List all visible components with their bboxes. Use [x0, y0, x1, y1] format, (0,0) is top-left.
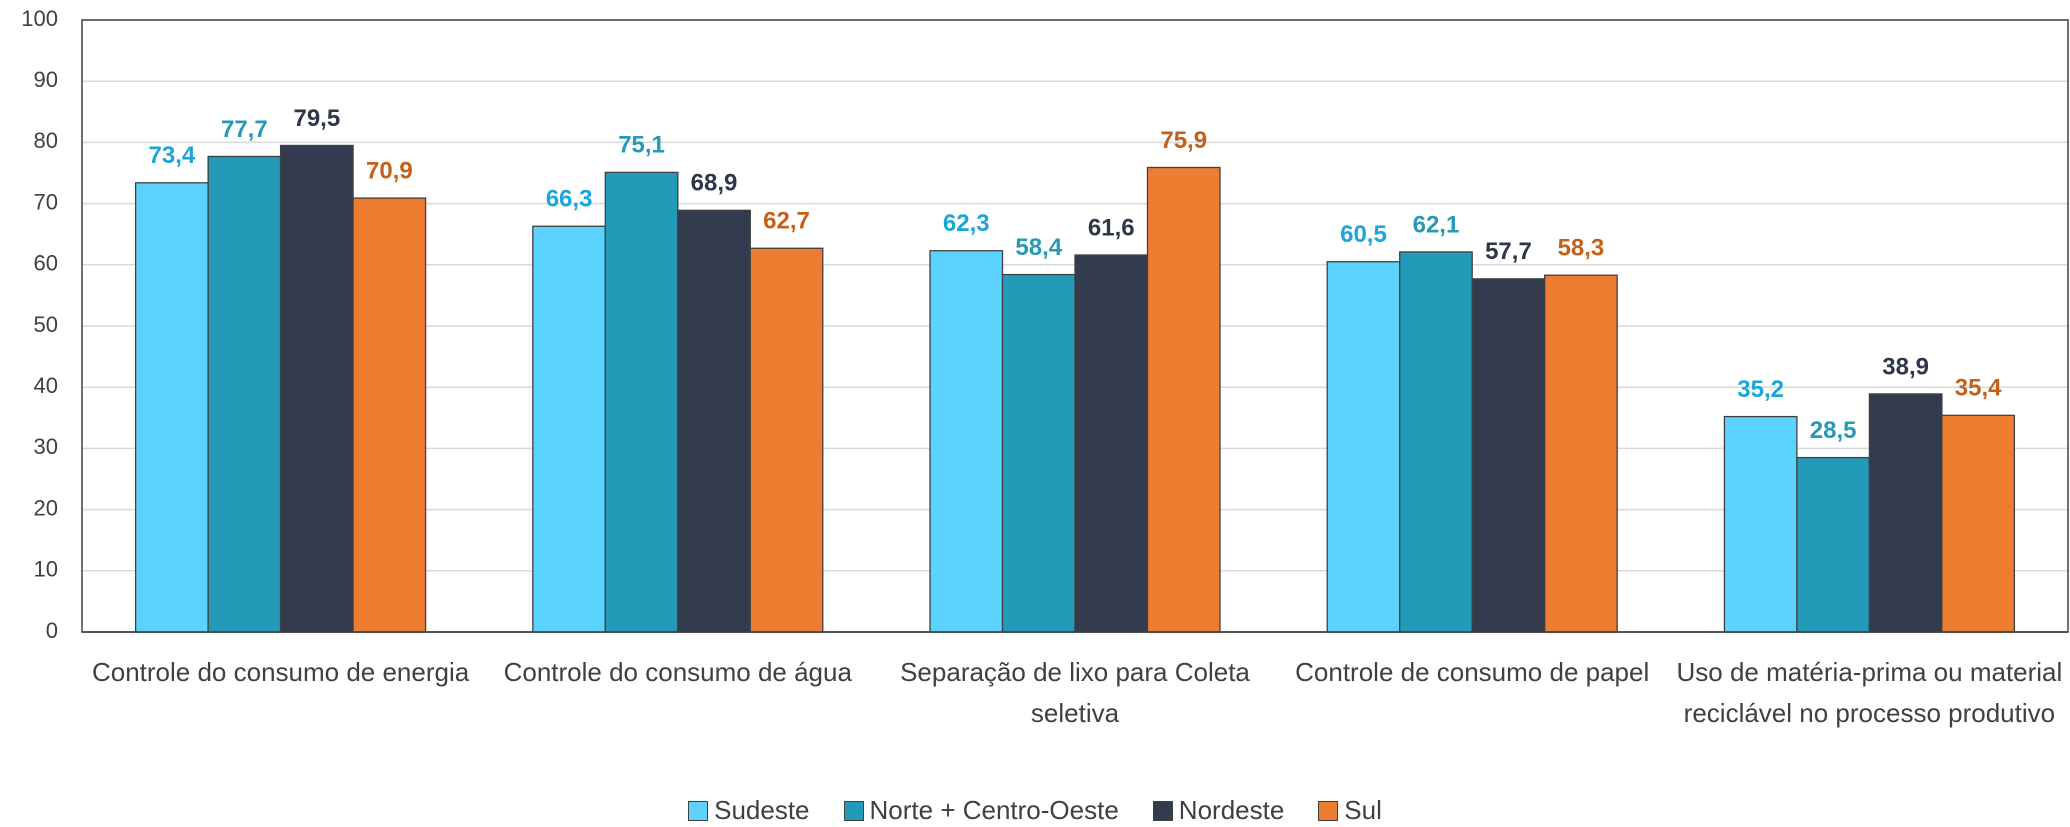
bar — [677, 209, 751, 633]
data-label: 61,6 — [1088, 214, 1135, 241]
data-label: 57,7 — [1485, 238, 1532, 265]
y-tick-label: 40 — [34, 373, 58, 398]
legend-swatch — [843, 800, 864, 821]
bar — [1001, 273, 1076, 633]
data-label: 68,9 — [691, 170, 738, 197]
y-tick-label: 90 — [34, 67, 58, 92]
bar — [1399, 251, 1473, 633]
legend-label: Sul — [1344, 795, 1382, 825]
y-tick-label: 0 — [46, 618, 58, 643]
legend-item: Norte + Centro-Oeste — [843, 795, 1119, 826]
x-tick-label: Controle de consumo de papel — [1295, 657, 1650, 687]
data-label: 60,5 — [1340, 221, 1387, 248]
bar — [1074, 254, 1149, 633]
bar — [279, 144, 354, 633]
bar — [1326, 261, 1401, 633]
bar — [207, 155, 282, 633]
data-label: 28,5 — [1810, 417, 1857, 444]
data-label: 75,1 — [618, 132, 665, 159]
data-label: 70,9 — [366, 157, 413, 184]
y-tick-label: 30 — [34, 434, 58, 459]
legend-item: Nordeste — [1152, 795, 1285, 826]
bar — [134, 182, 209, 633]
legend-item: Sudeste — [688, 795, 810, 826]
bar — [352, 197, 427, 633]
x-tick-label: Uso de matéria-prima ou material reciclá… — [1676, 657, 2063, 728]
data-label: 35,2 — [1737, 376, 1784, 403]
bar — [1868, 393, 1943, 633]
legend: Sudeste Norte + Centro-Oeste Nordeste Sul — [0, 795, 2070, 826]
y-tick-label: 100 — [21, 6, 58, 31]
data-label: 62,3 — [943, 210, 990, 237]
data-label: 58,4 — [1015, 234, 1062, 261]
x-tick-label: Separação de lixo para Coleta seletiva — [900, 657, 1250, 728]
legend-swatch — [1152, 800, 1173, 821]
data-label: 73,4 — [149, 142, 196, 169]
legend-label: Sudeste — [714, 795, 810, 825]
data-label: 62,7 — [763, 208, 810, 235]
data-label: 38,9 — [1882, 353, 1929, 380]
y-tick-label: 70 — [34, 189, 58, 214]
bar — [929, 250, 1004, 633]
legend-label: Norte + Centro-Oeste — [869, 795, 1119, 825]
data-label: 66,3 — [546, 186, 593, 213]
bar — [1146, 166, 1221, 633]
data-label: 77,7 — [221, 116, 268, 143]
bar — [1544, 274, 1618, 633]
bar — [604, 171, 679, 633]
y-tick-label: 50 — [34, 312, 58, 337]
bar — [1941, 414, 2016, 633]
data-label: 58,3 — [1558, 235, 1605, 262]
y-tick-label: 60 — [34, 251, 58, 276]
legend-swatch — [688, 800, 709, 821]
y-tick-label: 20 — [34, 495, 58, 520]
y-tick-label: 80 — [34, 128, 58, 153]
data-label: 75,9 — [1160, 127, 1207, 154]
bar — [1723, 415, 1798, 633]
bar — [749, 247, 824, 633]
bar — [1796, 456, 1871, 633]
x-tick-label: Controle do consumo de energia — [91, 657, 470, 687]
x-tick-label: Controle do consumo de água — [503, 657, 852, 687]
legend-swatch — [1318, 800, 1339, 821]
data-label: 79,5 — [293, 105, 340, 132]
bar — [1471, 278, 1546, 633]
data-label: 35,4 — [1955, 375, 2002, 402]
y-tick-label: 10 — [34, 557, 58, 582]
bar — [532, 225, 606, 633]
legend-label: Nordeste — [1178, 795, 1285, 825]
data-label: 62,1 — [1413, 211, 1460, 238]
legend-item: Sul — [1318, 795, 1382, 826]
